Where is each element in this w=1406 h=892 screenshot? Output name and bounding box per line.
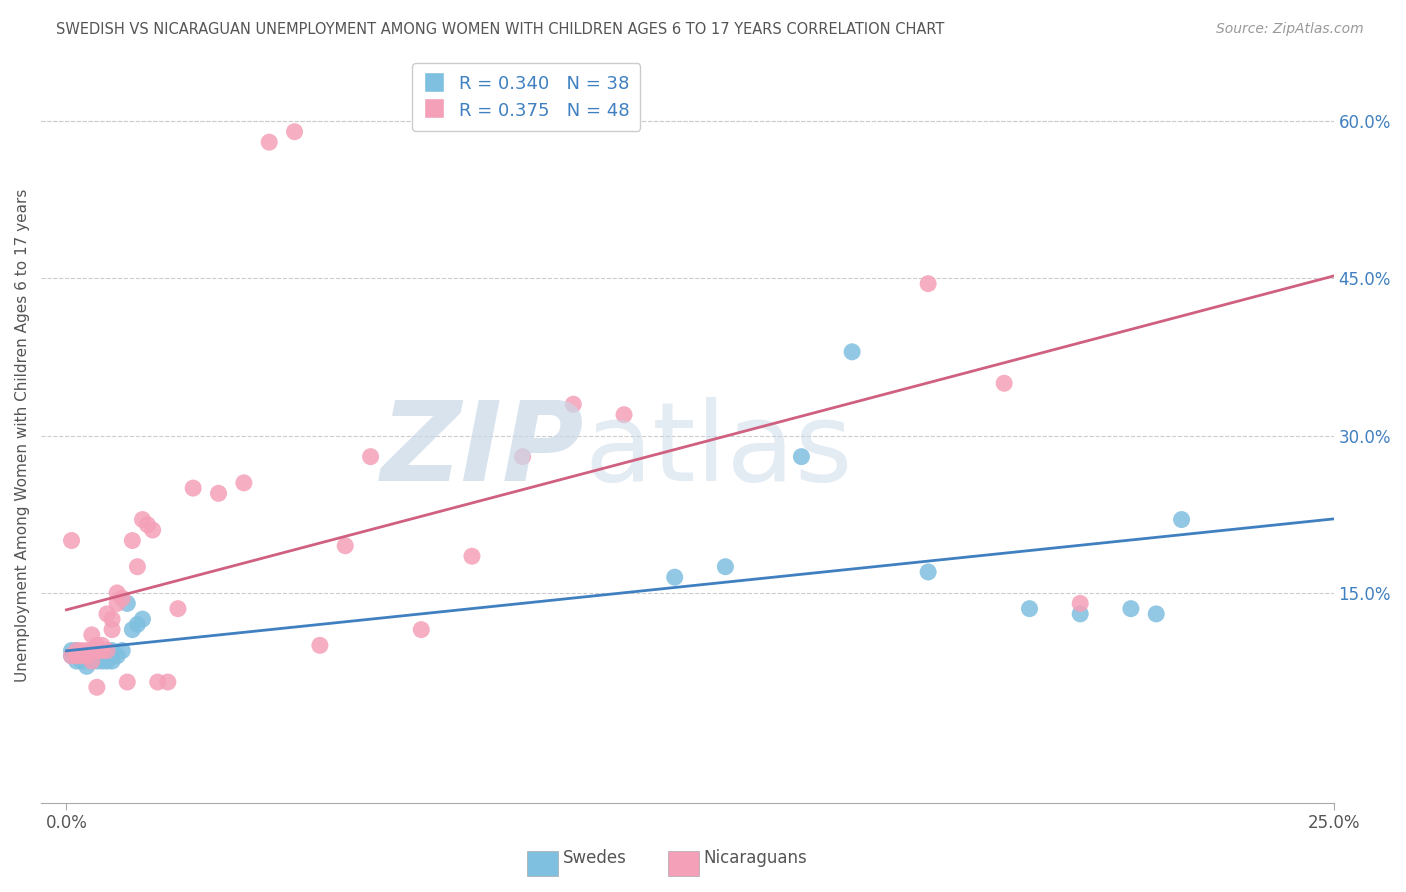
Point <box>101 623 124 637</box>
Point <box>76 659 98 673</box>
Point <box>80 654 103 668</box>
Text: SWEDISH VS NICARAGUAN UNEMPLOYMENT AMONG WOMEN WITH CHILDREN AGES 6 TO 17 YEARS : SWEDISH VS NICARAGUAN UNEMPLOYMENT AMONG… <box>56 22 945 37</box>
Point <box>111 591 134 606</box>
Point <box>1170 512 1192 526</box>
Text: ZIP: ZIP <box>381 397 583 504</box>
Point <box>76 648 98 663</box>
Point <box>461 549 484 564</box>
Point <box>613 408 636 422</box>
Point <box>993 376 1015 391</box>
Point <box>146 675 169 690</box>
Point <box>96 643 118 657</box>
Point <box>76 643 98 657</box>
Point <box>512 450 534 464</box>
Point <box>91 654 114 668</box>
Point <box>117 675 139 690</box>
Point <box>917 277 939 291</box>
Text: Source: ZipAtlas.com: Source: ZipAtlas.com <box>1216 22 1364 37</box>
Point <box>1069 607 1091 621</box>
Point <box>360 450 382 464</box>
Point <box>105 648 128 663</box>
Point <box>80 628 103 642</box>
Point <box>257 135 280 149</box>
Point <box>70 643 93 657</box>
Point <box>1144 607 1167 621</box>
Point <box>127 559 149 574</box>
Point <box>232 475 254 490</box>
Point <box>136 517 159 532</box>
Point <box>80 654 103 668</box>
Point <box>60 533 83 548</box>
Point <box>181 481 204 495</box>
Point <box>283 125 305 139</box>
Y-axis label: Unemployment Among Women with Children Ages 6 to 17 years: Unemployment Among Women with Children A… <box>15 189 30 682</box>
Point <box>86 648 108 663</box>
Point <box>142 523 165 537</box>
Point <box>91 643 114 657</box>
Point <box>80 643 103 657</box>
Point <box>91 643 114 657</box>
Point <box>91 638 114 652</box>
Point <box>1119 601 1142 615</box>
Text: atlas: atlas <box>583 397 852 504</box>
Point <box>562 397 585 411</box>
Point <box>60 643 83 657</box>
Text: Nicaraguans: Nicaraguans <box>703 849 807 867</box>
Point <box>1018 601 1040 615</box>
Point <box>111 643 134 657</box>
Point <box>101 643 124 657</box>
Point <box>790 450 813 464</box>
Point <box>60 648 83 663</box>
Point <box>91 648 114 663</box>
Point <box>101 612 124 626</box>
Point <box>156 675 179 690</box>
Point <box>80 648 103 663</box>
Point <box>70 648 93 663</box>
Point <box>101 654 124 668</box>
Point <box>70 654 93 668</box>
Point <box>65 643 87 657</box>
Point <box>65 654 87 668</box>
Legend: R = 0.340   N = 38, R = 0.375   N = 48: R = 0.340 N = 38, R = 0.375 N = 48 <box>412 63 641 131</box>
Point <box>96 654 118 668</box>
Point <box>917 565 939 579</box>
Point <box>714 559 737 574</box>
Point <box>167 601 190 615</box>
Point <box>841 344 863 359</box>
Point <box>70 648 93 663</box>
Point <box>65 643 87 657</box>
Point <box>131 612 153 626</box>
Point <box>105 586 128 600</box>
Point <box>121 533 143 548</box>
Point <box>76 648 98 663</box>
Point <box>60 648 83 663</box>
Point <box>117 596 139 610</box>
Point <box>65 648 87 663</box>
Point <box>96 607 118 621</box>
Point <box>96 643 118 657</box>
Point <box>86 643 108 657</box>
Point <box>411 623 433 637</box>
Point <box>105 596 128 610</box>
Point <box>309 638 332 652</box>
Point <box>121 623 143 637</box>
Point <box>80 643 103 657</box>
Point <box>335 539 357 553</box>
Point <box>127 617 149 632</box>
Point <box>1069 596 1091 610</box>
Point <box>131 512 153 526</box>
Point <box>664 570 686 584</box>
Point <box>80 643 103 657</box>
Text: Swedes: Swedes <box>562 849 626 867</box>
Point <box>86 680 108 694</box>
Point <box>207 486 229 500</box>
Point <box>86 638 108 652</box>
Point <box>86 643 108 657</box>
Point <box>86 654 108 668</box>
